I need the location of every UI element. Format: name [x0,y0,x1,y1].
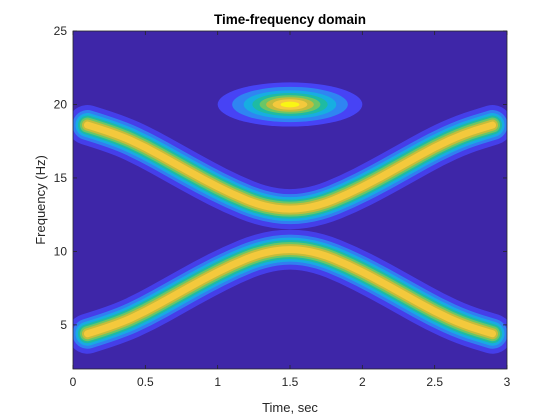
x-axis: 0 0.5 1 1.5 2 2.5 3 [70,31,511,389]
x-tick-label: 3 [504,375,511,389]
y-tick-label: 5 [60,318,67,332]
y-tick-label: 15 [54,171,68,185]
x-axis-label: Time, sec [262,400,318,415]
x-tick-label: 1.5 [282,375,299,389]
x-tick-label: 0 [70,375,77,389]
chart-title: Time-frequency domain [214,12,366,27]
upper-chirp-ridge-layer-6 [83,121,497,213]
y-axis-label: Frequency (Hz) [33,155,48,245]
y-axis: 5 10 15 20 25 [54,24,507,332]
lower-chirp-ridge-layer-6 [83,246,497,338]
x-tick-label: 2.5 [426,375,443,389]
y-tick-label: 10 [54,244,68,258]
x-tick-label: 1 [214,375,221,389]
tone-burst-ring-7 [280,101,300,108]
heatmap-layer [73,82,507,354]
y-tick-label: 25 [54,24,68,38]
x-tick-label: 0.5 [137,375,154,389]
x-tick-label: 2 [359,375,366,389]
y-tick-label: 20 [54,97,68,111]
